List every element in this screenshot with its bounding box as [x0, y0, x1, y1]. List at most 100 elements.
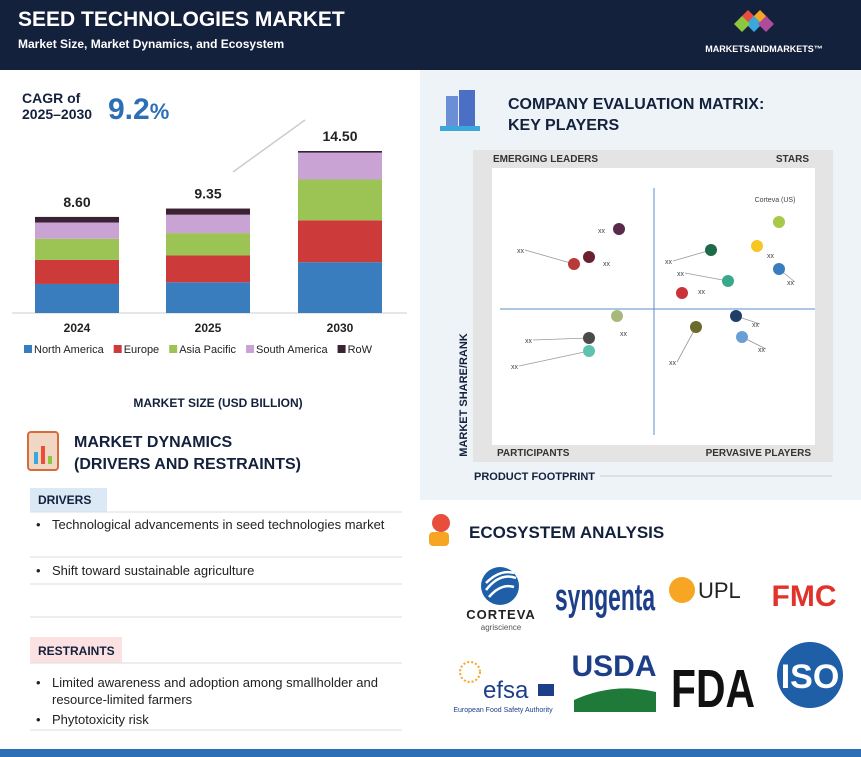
category-label: 2030	[327, 321, 354, 335]
quadrant-label: PERVASIVE PLAYERS	[706, 448, 812, 459]
dividers	[30, 511, 402, 731]
company-point	[690, 321, 702, 333]
logo-fmc: FMC	[772, 580, 837, 613]
dynamics-icon	[27, 431, 59, 471]
quadrant-label: EMERGING LEADERS	[493, 154, 598, 165]
legend-label: Asia Pacific	[179, 344, 236, 356]
company-label: xx	[758, 347, 766, 354]
restraint-item: Limited awareness and adoption among sma…	[36, 674, 397, 708]
company-point	[751, 240, 763, 252]
logo-fda: FDA	[671, 659, 755, 719]
bar-segment	[298, 262, 382, 313]
legend-label: RoW	[348, 344, 373, 356]
company-label: xx	[767, 253, 775, 260]
legend-swatch	[337, 345, 346, 353]
logo-usda: USDA	[571, 650, 656, 683]
legend-label: North America	[34, 344, 105, 356]
company-point	[676, 287, 688, 299]
corteva-mark	[481, 567, 519, 605]
matrix-title: COMPANY EVALUATION MATRIX:	[508, 96, 764, 113]
legend-label: Europe	[124, 344, 159, 356]
bar-segment	[35, 216, 119, 223]
iso-mark	[777, 642, 843, 708]
logo-iso: ISO	[781, 658, 840, 696]
cagr-period: 2025–2030	[22, 106, 92, 122]
company-label: xx	[517, 248, 525, 255]
header-bar	[0, 0, 861, 70]
total-label: 9.35	[194, 186, 221, 202]
logo-efsa-sub: European Food Safety Authority	[453, 707, 553, 714]
company-label: xx	[620, 331, 628, 338]
company-point	[736, 331, 748, 343]
axis-label: MARKET SIZE (USD BILLION)	[133, 396, 302, 410]
company-label: Corteva (US)	[755, 197, 796, 204]
legend-label: South America	[256, 344, 328, 356]
leader-line	[684, 272, 729, 282]
cagr-number: 9.2	[108, 93, 150, 126]
bar-segment	[298, 152, 382, 180]
company-point	[568, 258, 580, 270]
matrix-icon	[440, 90, 480, 131]
bar-segment	[35, 283, 119, 313]
company-point	[583, 251, 595, 263]
dynamics-title: (DRIVERS AND RESTRAINTS)	[74, 456, 301, 473]
quadrant-label: PARTICIPANTS	[497, 448, 570, 459]
company-point	[730, 310, 742, 322]
legend-swatch	[24, 345, 32, 353]
company-label: xx	[698, 289, 706, 296]
logo-efsa: efsa	[483, 677, 529, 704]
company-point	[773, 263, 785, 275]
driver-item: Technological advancements in seed techn…	[36, 516, 397, 533]
subtitle: Market Size, Market Dynamics, and Ecosys…	[18, 37, 284, 51]
leader-line	[524, 249, 575, 265]
bar-segment	[298, 151, 382, 153]
efsa-mark	[459, 661, 481, 683]
cagr-unit: %	[150, 99, 170, 124]
company-label: xx	[677, 271, 685, 278]
restraint-item: Phytotoxicity risk	[36, 711, 397, 728]
logo-upl: UPL	[698, 578, 741, 603]
legend-swatch	[169, 345, 178, 353]
company-point	[773, 216, 785, 228]
company-label: xx	[511, 364, 519, 371]
legend-swatch	[113, 345, 122, 353]
drivers-heading: DRIVERS	[38, 493, 91, 507]
company-point	[722, 275, 734, 287]
upl-mark	[669, 577, 695, 603]
company-label: xx	[787, 280, 795, 287]
brand-logo	[734, 10, 774, 32]
logo-corteva-sub: agriscience	[481, 623, 522, 632]
bar-segment	[35, 222, 119, 239]
bar-segment	[166, 255, 250, 283]
leader-line	[676, 326, 697, 363]
company-point	[613, 223, 625, 235]
bar-segment	[35, 238, 119, 260]
ecosystem-icon	[429, 514, 450, 546]
company-point	[583, 332, 595, 344]
y-axis-label: MARKET SHARE/RANK	[458, 333, 470, 457]
x-axis-label: PRODUCT FOOTPRINT	[474, 471, 595, 483]
cagr-value: 9.2%	[108, 93, 169, 126]
bar-segment	[35, 259, 119, 284]
company-label: xx	[598, 228, 606, 235]
drivers-heading-box	[30, 488, 107, 512]
brand: MARKETSANDMARKETS™	[705, 44, 823, 54]
company-label: xx	[603, 261, 611, 268]
dynamics-title: MARKET DYNAMICS	[74, 434, 233, 451]
footer-bar	[0, 749, 861, 757]
ecosystem-title: ECOSYSTEM ANALYSIS	[469, 523, 664, 542]
usda-field	[574, 688, 656, 712]
quadrant-label: STARS	[776, 154, 809, 165]
company-label: xx	[525, 338, 533, 345]
logo-syngenta: syngenta	[555, 577, 656, 619]
bar-segment	[166, 282, 250, 313]
category-label: 2025	[195, 321, 222, 335]
leader-line	[672, 249, 712, 262]
driver-item: Shift toward sustainable agriculture	[36, 562, 397, 579]
bar-segment	[298, 220, 382, 263]
company-point	[611, 310, 623, 322]
growth-arrow	[232, 119, 306, 173]
total-label: 8.60	[63, 194, 90, 210]
